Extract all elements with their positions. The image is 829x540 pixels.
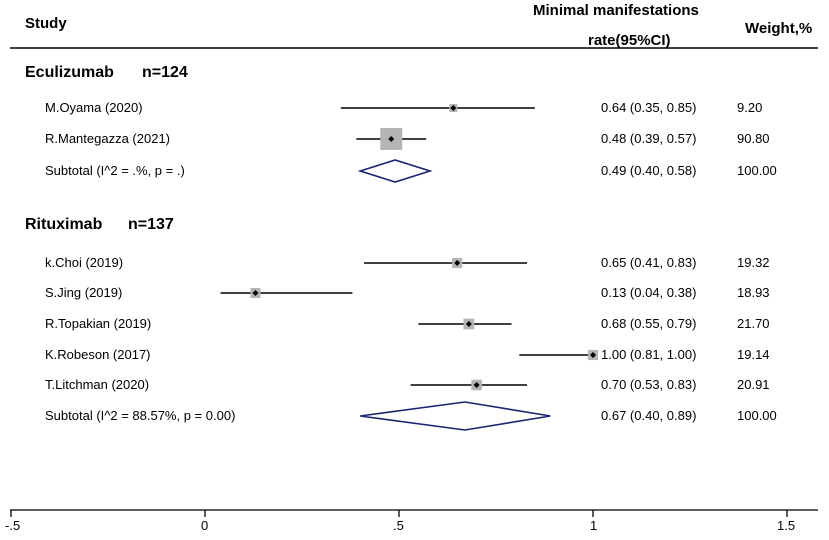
group-n-label: n=137 [128, 216, 174, 233]
point-estimate [454, 260, 461, 266]
subtotal-estimate: 0.49 (0.40, 0.58) [601, 163, 697, 178]
study-column-header: Study [25, 15, 67, 32]
study-name: T.Litchman (2020) [45, 377, 150, 392]
study-estimate: 1.00 (0.81, 1.00) [601, 347, 697, 362]
x-tick-label: -.5 [5, 518, 21, 533]
subtotal-label: Subtotal (I^2 = 88.57%, p = 0.00) [45, 408, 236, 423]
subtotal-diamond [360, 401, 551, 431]
x-tick-label: .5 [393, 518, 404, 533]
study-name: R.Mantegazza (2021) [45, 131, 171, 146]
point-estimate [450, 105, 457, 111]
study-estimate: 0.64 (0.35, 0.85) [601, 100, 697, 115]
x-tick-label: 0 [201, 518, 209, 533]
point-estimate [465, 321, 472, 327]
study-weight: 18.93 [737, 285, 770, 300]
study-weight: 90.80 [737, 131, 770, 146]
x-tick-label: 1.5 [777, 518, 796, 533]
point-estimate [252, 290, 259, 296]
study-weight: 19.14 [737, 347, 770, 362]
study-weight: 20.91 [737, 377, 770, 392]
study-estimate: 0.68 (0.55, 0.79) [601, 316, 697, 331]
subtotal-weight: 100.00 [737, 163, 777, 178]
study-name: R.Topakian (2019) [45, 316, 152, 331]
subtotal-weight: 100.00 [737, 408, 777, 423]
subtotal-estimate: 0.67 (0.40, 0.89) [601, 408, 697, 423]
subtotal-diamond [357, 159, 433, 183]
study-name: K.Robeson (2017) [45, 347, 151, 362]
study-estimate: 0.65 (0.41, 0.83) [601, 255, 697, 270]
group-drug-label: Rituximab [25, 216, 103, 233]
point-estimate [388, 136, 395, 142]
study-weight: 19.32 [737, 255, 770, 270]
study-name: k.Choi (2019) [45, 255, 124, 270]
study-estimate: 0.70 (0.53, 0.83) [601, 377, 697, 392]
study-estimate: 0.48 (0.39, 0.57) [601, 131, 697, 146]
subtotal-label: Subtotal (I^2 = .%, p = .) [45, 163, 185, 178]
study-name: S.Jing (2019) [45, 285, 123, 300]
study-weight: 21.70 [737, 316, 770, 331]
group-drug-label: Eculizumab [25, 64, 114, 81]
study-estimate: 0.13 (0.04, 0.38) [601, 285, 697, 300]
rate-column-header-line2: rate(95%CI) [588, 32, 671, 49]
study-weight: 9.20 [737, 100, 763, 115]
weight-column-header: Weight,% [745, 20, 813, 37]
group-n-label: n=124 [142, 64, 188, 81]
rate-column-header-line1: Minimal manifestations [533, 2, 699, 19]
point-estimate [473, 382, 480, 388]
point-estimate [590, 352, 596, 358]
study-name: M.Oyama (2020) [45, 100, 143, 115]
x-tick-label: 1 [590, 518, 598, 533]
